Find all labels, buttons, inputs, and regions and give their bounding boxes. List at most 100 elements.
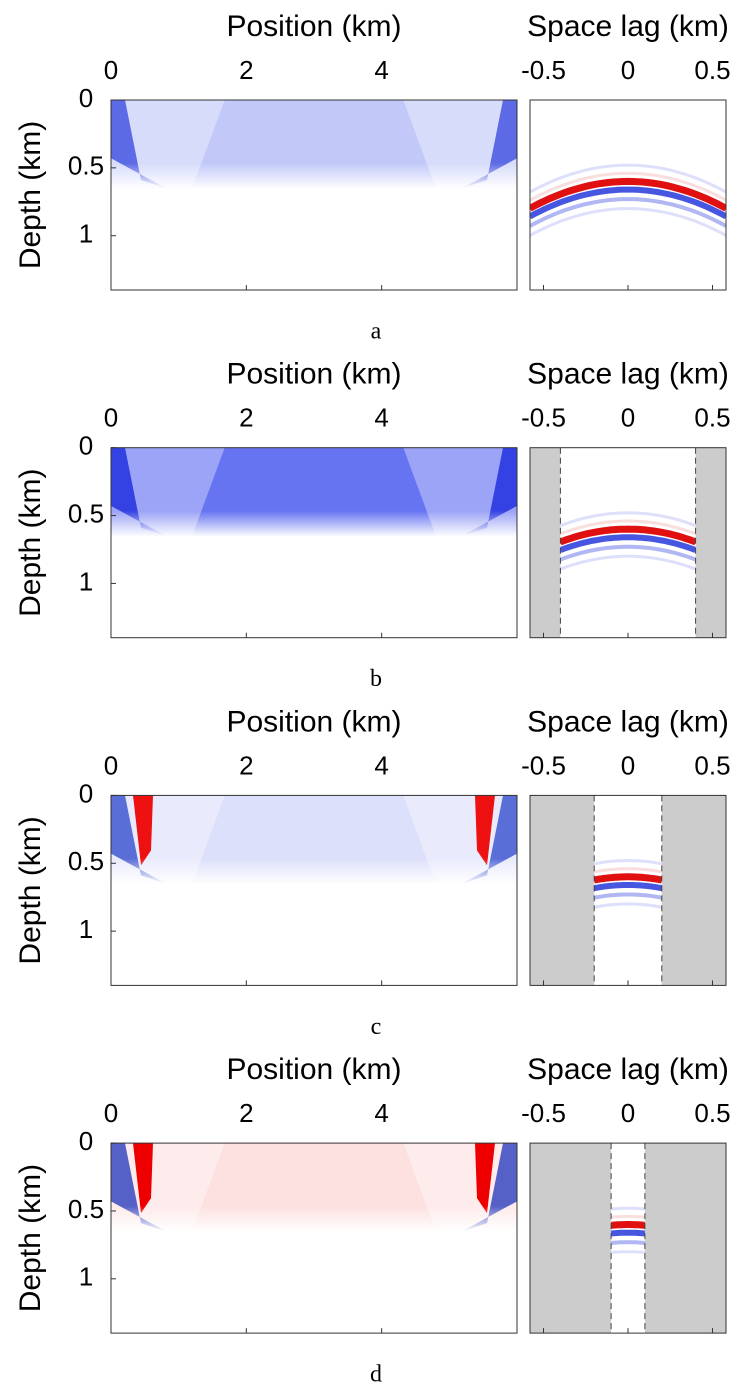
x-tick-label: -0.5	[521, 403, 566, 433]
event	[593, 892, 663, 900]
caption: d	[370, 1362, 382, 1388]
event	[610, 1229, 646, 1237]
event	[530, 207, 726, 237]
panel: Space lag (km) -0.5 0 0.5	[521, 358, 731, 639]
y-tick-label: 1	[79, 1262, 93, 1292]
mask	[644, 1143, 726, 1334]
event	[530, 177, 726, 212]
x-tick-label: 4	[374, 403, 388, 433]
x-axis-label: Position (km)	[226, 10, 401, 43]
panel: Position (km) 0 2 4 0 0.5 1 Depth (km) b	[14, 358, 518, 692]
image	[530, 163, 726, 237]
x-tick-label: 0	[621, 750, 635, 780]
axes-frame	[110, 1142, 518, 1334]
x-tick-label: 2	[239, 403, 253, 433]
image	[530, 795, 726, 986]
event	[610, 1214, 646, 1219]
y-tick-label: 1	[79, 914, 93, 944]
axes-frame	[110, 99, 518, 291]
event	[559, 525, 697, 546]
fade	[111, 1206, 517, 1233]
mask	[530, 795, 595, 986]
x-tick-label: 0	[621, 55, 635, 85]
panel: Position (km) 0 2 4 0 0.5 1 Depth (km) c	[14, 705, 518, 1040]
panel: Space lag (km) -0.5 0 0.5	[521, 10, 731, 291]
y-tick-label: 1	[79, 566, 93, 596]
y-axis-label: Depth (km)	[14, 469, 47, 617]
y-tick-label: 0.5	[68, 1194, 104, 1224]
event	[530, 163, 726, 194]
mask	[695, 447, 726, 638]
x-tick-label: 4	[374, 1098, 388, 1128]
x-tick-label: 0	[621, 403, 635, 433]
image	[111, 1143, 517, 1233]
image	[530, 1143, 726, 1334]
y-axis-label: Depth (km)	[14, 121, 47, 269]
x-tick-label: 0.5	[694, 750, 730, 780]
x-tick-label: 2	[239, 55, 253, 85]
x-tick-label: 0	[104, 55, 118, 85]
y-tick-label: 0.5	[68, 151, 104, 181]
panel: Space lag (km) -0.5 0 0.5	[521, 705, 731, 986]
event	[610, 1240, 646, 1245]
event	[530, 186, 726, 220]
right-edge	[462, 447, 517, 536]
x-tick-label: 0	[104, 1098, 118, 1128]
x-tick-label: -0.5	[521, 750, 566, 780]
left-red	[133, 795, 153, 866]
x-tick-label: 0.5	[694, 55, 730, 85]
x-tick-label: 0.5	[694, 1098, 730, 1128]
event	[559, 511, 697, 528]
y-tick-label: 0	[79, 83, 93, 113]
fade	[111, 163, 517, 190]
event	[593, 858, 663, 866]
fade	[111, 858, 517, 885]
axes-frame	[110, 794, 518, 986]
right-edge	[462, 1143, 517, 1232]
x-axis-label: Position (km)	[226, 705, 401, 738]
left-red	[133, 1143, 153, 1214]
right-edge	[462, 100, 517, 189]
image	[111, 100, 517, 190]
image	[111, 447, 517, 537]
x-axis-label: Position (km)	[226, 358, 401, 391]
x-tick-label: 0	[104, 403, 118, 433]
image	[111, 795, 517, 885]
left-edge	[111, 447, 166, 536]
caption: b	[370, 666, 382, 692]
event	[530, 197, 726, 228]
y-tick-label: 0.5	[68, 498, 104, 528]
x-axis-label: Space lag (km)	[527, 1053, 729, 1086]
x-tick-label: 0	[621, 1098, 635, 1128]
x-tick-label: 0.5	[694, 403, 730, 433]
y-tick-label: 0	[79, 1126, 93, 1156]
axes-frame	[110, 447, 518, 639]
panel: Position (km) 0 2 4 0 0.5 1 Depth (km) d	[14, 1053, 518, 1388]
event	[593, 873, 663, 884]
x-axis-label: Space lag (km)	[527, 358, 729, 391]
fade	[111, 510, 517, 537]
x-axis-label: Space lag (km)	[527, 10, 729, 43]
panel: Position (km) 0 2 4 0 0.5 1 Depth (km) a	[14, 10, 518, 345]
mask	[530, 447, 561, 638]
event	[593, 867, 663, 874]
left-edge	[111, 100, 166, 189]
left-edge	[111, 795, 166, 884]
y-tick-label: 1	[79, 219, 93, 249]
event	[611, 1206, 645, 1211]
x-tick-label: 0	[104, 750, 118, 780]
y-tick-label: 0	[79, 778, 93, 808]
event	[559, 519, 697, 536]
y-tick-label: 0	[79, 431, 93, 461]
x-axis-label: Position (km)	[226, 1053, 401, 1086]
caption: c	[371, 1014, 382, 1040]
mask	[530, 1143, 612, 1334]
y-tick-label: 0.5	[68, 846, 104, 876]
y-axis-label: Depth (km)	[14, 1164, 47, 1312]
event	[593, 902, 663, 909]
mask	[661, 795, 726, 986]
image	[530, 447, 726, 638]
x-axis-label: Space lag (km)	[527, 705, 729, 738]
event	[559, 534, 697, 553]
